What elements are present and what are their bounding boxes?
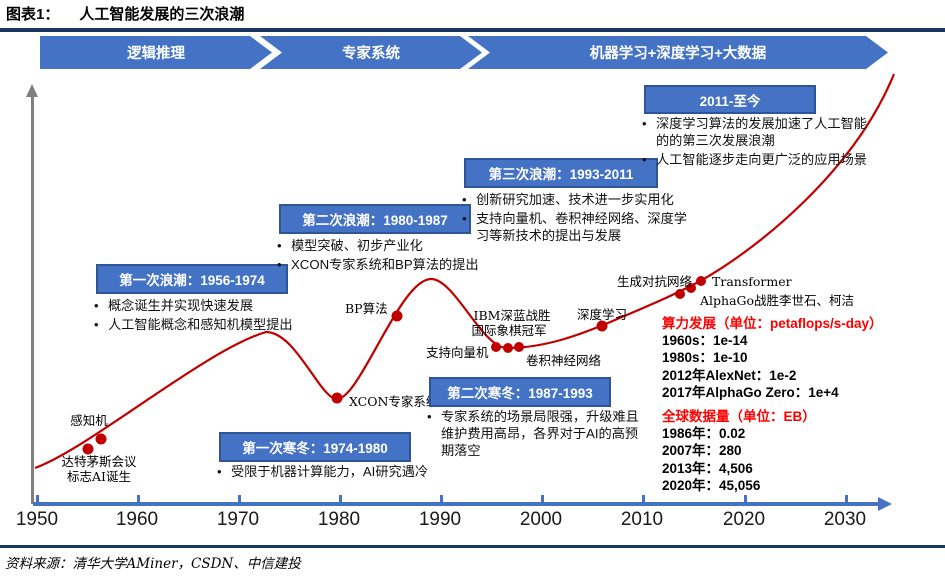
- event-dot-cnn: [514, 342, 524, 352]
- wave1-bullets: 概念诞生并实现快速发展 人工智能概念和感知机模型提出: [92, 298, 342, 336]
- event-dot-dartmouth: [82, 443, 94, 455]
- winter2-header: 第二次寒冬：1987-1993: [429, 377, 611, 407]
- bullet: 专家系统的场景局限强，升级难且维护费用高昂，各界对于AI的高预期落空: [425, 409, 640, 460]
- stat-line: 2012年AlexNet：1e-2: [662, 367, 797, 383]
- year-label-2030: 2030: [823, 509, 867, 530]
- x-axis-line: [33, 502, 881, 506]
- axis-tick: [541, 495, 544, 502]
- wave2-header: 第二次浪潮：1980-1987: [279, 204, 471, 234]
- axis-tick: [642, 495, 645, 502]
- year-label-1970: 1970: [216, 509, 260, 530]
- winter1-bullets: 受限于机器计算能力，AI研究遇冷: [215, 464, 505, 483]
- stat-line: 2007年：280: [662, 443, 742, 459]
- wave2-title: 第二次浪潮：1980-1987: [302, 213, 448, 228]
- bullet: 模型突破、初步产业化: [275, 238, 525, 255]
- axis-tick: [339, 495, 342, 502]
- event-dot-bp: [391, 310, 403, 322]
- stat-line: 2013年：4,506: [662, 460, 753, 476]
- wave1-header: 第一次浪潮：1956-1974: [96, 264, 288, 294]
- bullet: 受限于机器计算能力，AI研究遇冷: [215, 464, 505, 481]
- milestone-cnn: 卷积神经网络: [526, 353, 602, 368]
- figure-title-row: 图表1： 人工智能发展的三次浪潮: [6, 3, 244, 24]
- bullet: 创新研究加速、技术进一步实用化: [460, 192, 695, 209]
- event-dot-alphago: [686, 283, 696, 293]
- winter1-title: 第一次寒冬：1974-1980: [242, 441, 388, 456]
- wave4-header: 2011-至今: [644, 85, 816, 114]
- banner-segment-machine-learning: 机器学习+深度学习+大数据: [468, 36, 888, 69]
- banner-label: 逻辑推理: [127, 46, 185, 62]
- axis-tick: [137, 495, 140, 502]
- bullet: 支持向量机、卷积神经网络、深度学习等新技术的提出与发展: [460, 211, 695, 245]
- year-label-1950: 1950: [15, 509, 59, 530]
- event-dot-xcon: [331, 392, 343, 404]
- wave3-header: 第三次浪潮：1993-2011: [464, 158, 658, 188]
- wave1-title: 第一次浪潮：1956-1974: [119, 273, 265, 288]
- axis-tick: [36, 495, 39, 502]
- milestone-dartmouth-line2: 标志AI诞生: [67, 469, 131, 484]
- banner-segment-logic-reasoning: 逻辑推理: [40, 36, 272, 69]
- event-dot-deep-learning: [596, 320, 608, 332]
- figure-tag: 图表1：: [6, 6, 60, 23]
- stat-line: 1986年：0.02: [662, 426, 746, 442]
- event-dot-ibm-deep-blue: [503, 343, 513, 353]
- year-label-2000: 2000: [519, 509, 563, 530]
- top-divider: [0, 28, 945, 32]
- milestone-dartmouth-line1: 达特茅斯会议: [61, 454, 137, 469]
- milestone-ibm-line2: 国际象棋冠军: [471, 323, 547, 338]
- banner-label: 机器学习+深度学习+大数据: [589, 46, 767, 62]
- banner-label: 专家系统: [342, 46, 400, 62]
- compute-stats-block: 算力发展（单位：petaflops/s-day） 1960s：1e-14 198…: [662, 315, 942, 401]
- wave3-title: 第三次浪潮：1993-2011: [488, 167, 634, 182]
- milestone-perceptron: 感知机: [70, 413, 108, 428]
- y-axis-arrow-icon: [26, 84, 38, 97]
- stat-line: 1960s：1e-14: [662, 333, 748, 349]
- bullet: 深度学习算法的发展加速了人工智能的的第三次发展浪潮: [640, 116, 875, 150]
- bullet: XCON专家系统和BP算法的提出: [275, 257, 525, 274]
- wave3-bullets: 创新研究加速、技术进一步实用化 支持向量机、卷积神经网络、深度学习等新技术的提出…: [460, 192, 695, 247]
- wave4-title: 2011-至今: [699, 93, 761, 109]
- winter2-title: 第二次寒冬：1987-1993: [447, 386, 593, 401]
- milestone-alphago: AlphaGo战胜李世石、柯洁: [700, 293, 855, 308]
- figure-title: 人工智能发展的三次浪潮: [79, 6, 245, 23]
- year-label-1980: 1980: [317, 509, 361, 530]
- axis-tick: [440, 495, 443, 502]
- compute-stats-title: 算力发展（单位：petaflops/s-day）: [662, 316, 883, 331]
- milestone-ibm-line1: IBM深蓝战胜: [473, 308, 551, 323]
- event-dot-gan: [675, 289, 685, 299]
- event-dot-perceptron: [95, 433, 107, 445]
- milestone-bp: BP算法: [345, 301, 388, 316]
- axis-tick: [845, 495, 848, 502]
- wave4-bullets: 深度学习算法的发展加速了人工智能的的第三次发展浪潮 人工智能逐步走向更广泛的应用…: [640, 116, 875, 171]
- y-axis-line: [31, 94, 34, 504]
- year-label-2020: 2020: [722, 509, 766, 530]
- bullet: 概念诞生并实现快速发展: [92, 298, 342, 315]
- data-volume-stats-block: 全球数据量（单位：EB） 1986年：0.02 2007年：280 2013年：…: [662, 408, 942, 494]
- banner-segment-expert-systems: 专家系统: [260, 36, 482, 69]
- event-dot-transformer: [696, 276, 706, 286]
- stat-line: 1980s：1e-10: [662, 350, 748, 366]
- winter1-header: 第一次寒冬：1974-1980: [219, 432, 411, 462]
- milestone-deep-learning: 深度学习: [576, 307, 628, 322]
- event-dot-svm: [491, 342, 501, 352]
- x-axis-arrow-icon: [878, 497, 892, 511]
- axis-tick: [238, 495, 241, 502]
- bottom-divider: [0, 545, 945, 548]
- milestone-transformer: Transformer: [712, 274, 792, 289]
- axis-tick: [744, 495, 747, 502]
- source-note: 资料来源：清华大学AMiner，CSDN、中信建投: [5, 556, 301, 572]
- stat-line: 2020年：45,056: [662, 477, 761, 493]
- winter2-bullets: 专家系统的场景局限强，升级难且维护费用高昂，各界对于AI的高预期落空: [425, 409, 640, 462]
- year-label-1960: 1960: [115, 509, 159, 530]
- bullet: 人工智能逐步走向更广泛的应用场景: [640, 152, 875, 169]
- year-label-2010: 2010: [620, 509, 664, 530]
- year-label-1990: 1990: [418, 509, 462, 530]
- wave2-bullets: 模型突破、初步产业化 XCON专家系统和BP算法的提出: [275, 238, 525, 276]
- milestone-svm: 支持向量机: [426, 345, 489, 360]
- bullet: 人工智能概念和感知机模型提出: [92, 317, 342, 334]
- milestone-xcon: XCON专家系统: [349, 394, 439, 409]
- data-volume-stats-title: 全球数据量（单位：EB）: [662, 409, 816, 424]
- milestone-gan: 生成对抗网络: [617, 274, 693, 289]
- stat-line: 2017年AlphaGo Zero：1e+4: [662, 384, 839, 400]
